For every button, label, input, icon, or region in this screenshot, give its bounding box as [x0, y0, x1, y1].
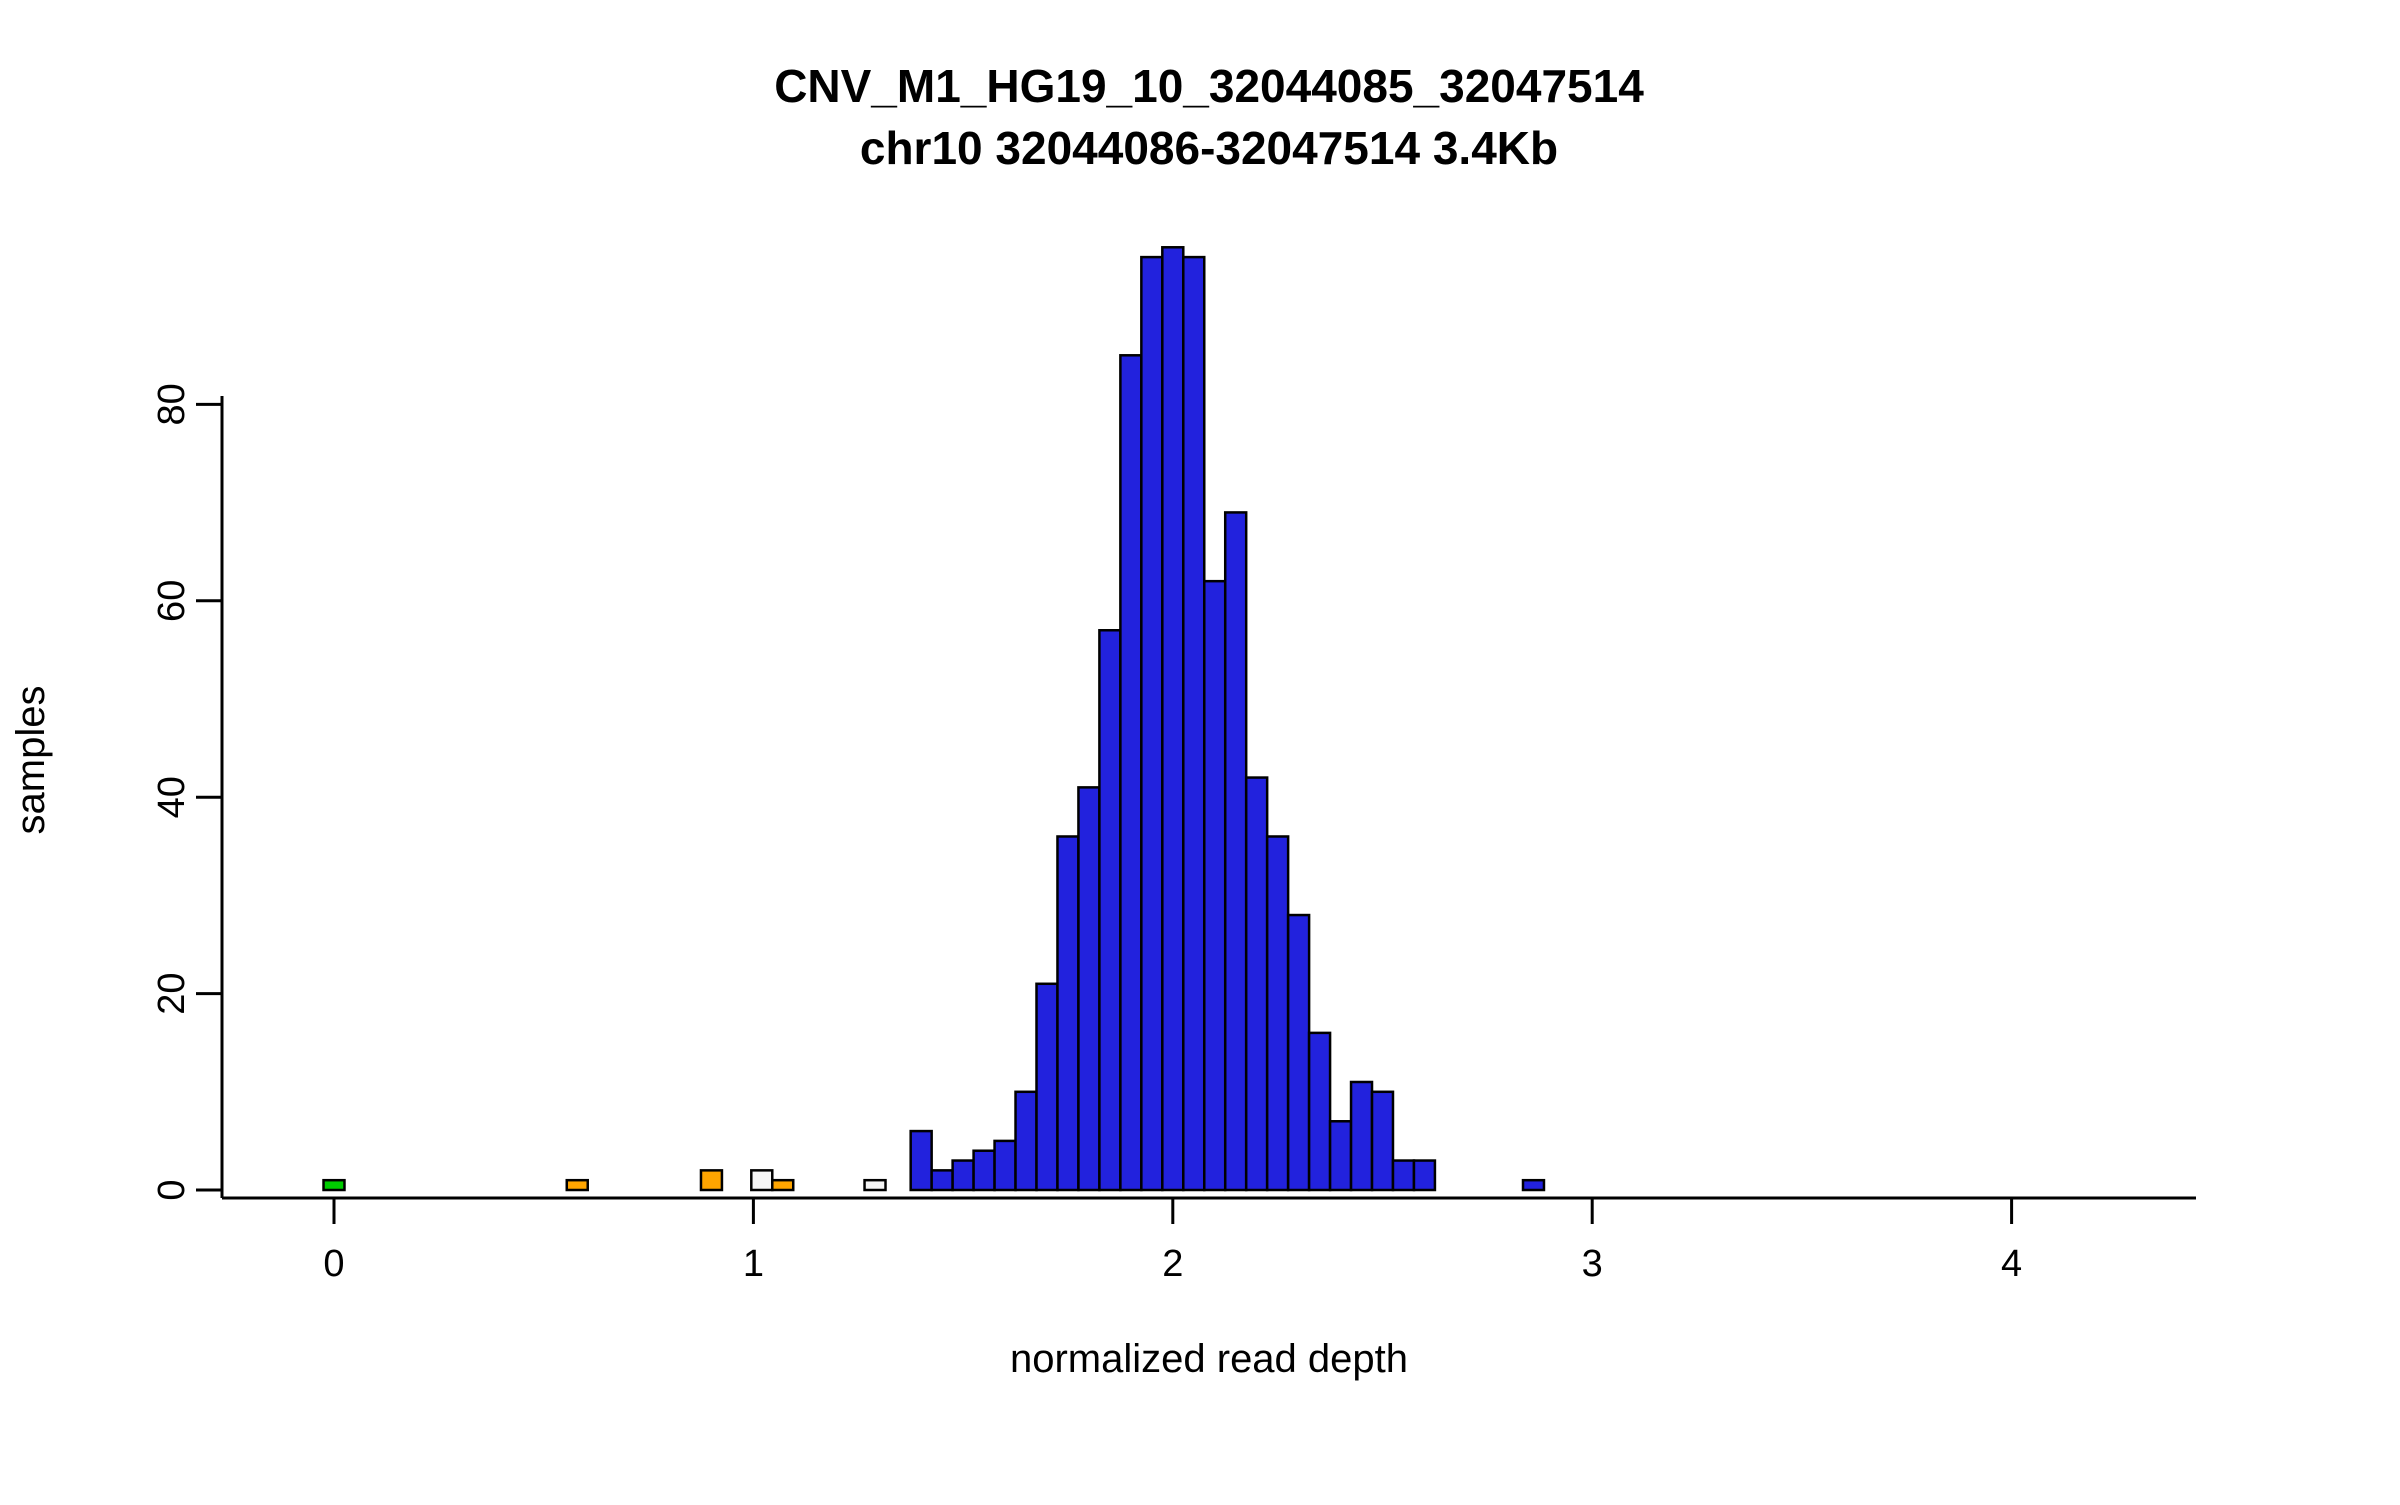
histogram-bar	[951, 1159, 975, 1192]
histogram-bar	[1098, 629, 1122, 1192]
histogram-bar	[1412, 1159, 1437, 1192]
histogram-bar	[1119, 354, 1143, 1192]
histogram-bar	[863, 1178, 887, 1192]
x-tick-label: 2	[1162, 1243, 1183, 1285]
histogram-bars	[322, 246, 1546, 1192]
histogram-bar	[1328, 1120, 1353, 1192]
histogram-bar	[1035, 982, 1059, 1192]
x-tick-label: 3	[1582, 1243, 1603, 1285]
histogram-bar	[565, 1178, 589, 1192]
y-tick-label: 80	[151, 383, 193, 425]
histogram-bar	[1014, 1090, 1038, 1192]
y-tick-label: 60	[151, 580, 193, 622]
histogram-bar	[1223, 511, 1248, 1192]
histogram-bar	[1286, 913, 1311, 1192]
histogram-bar	[1391, 1159, 1416, 1192]
x-tick-label: 4	[2001, 1243, 2022, 1285]
histogram-bar	[1370, 1090, 1395, 1192]
histogram-bar	[1349, 1080, 1374, 1192]
y-axis-label: samples	[9, 686, 53, 835]
histogram-bar	[1182, 255, 1206, 1192]
histogram-bar	[930, 1169, 954, 1192]
histogram-bar	[1521, 1178, 1546, 1192]
histogram-bar	[699, 1169, 724, 1192]
y-tick-label: 20	[151, 972, 193, 1014]
histogram-bar	[1161, 246, 1185, 1192]
y-tick-label: 0	[151, 1179, 193, 1200]
histogram-bar	[1203, 579, 1227, 1192]
histogram-bar	[1140, 255, 1164, 1192]
histogram-bar	[750, 1169, 774, 1192]
histogram-bar	[1077, 786, 1101, 1192]
histogram-bar	[771, 1178, 795, 1192]
histogram-bar	[972, 1149, 996, 1192]
x-axis-label: normalized read depth	[1010, 1337, 1408, 1381]
chart-subtitle: chr10 32044086-32047514 3.4Kb	[860, 122, 1558, 174]
histogram-bar	[1265, 835, 1290, 1192]
histogram-bar	[1307, 1031, 1332, 1192]
histogram-bar	[1056, 835, 1080, 1192]
histogram-bar	[909, 1129, 933, 1192]
histogram-bar	[993, 1139, 1017, 1192]
histogram-bar	[1244, 776, 1269, 1192]
x-tick-label: 1	[743, 1243, 764, 1285]
histogram-bar	[322, 1178, 346, 1192]
x-tick-label: 0	[323, 1243, 344, 1285]
chart-title: CNV_M1_HG19_10_32044085_32047514	[774, 60, 1644, 112]
y-tick-label: 40	[151, 776, 193, 818]
